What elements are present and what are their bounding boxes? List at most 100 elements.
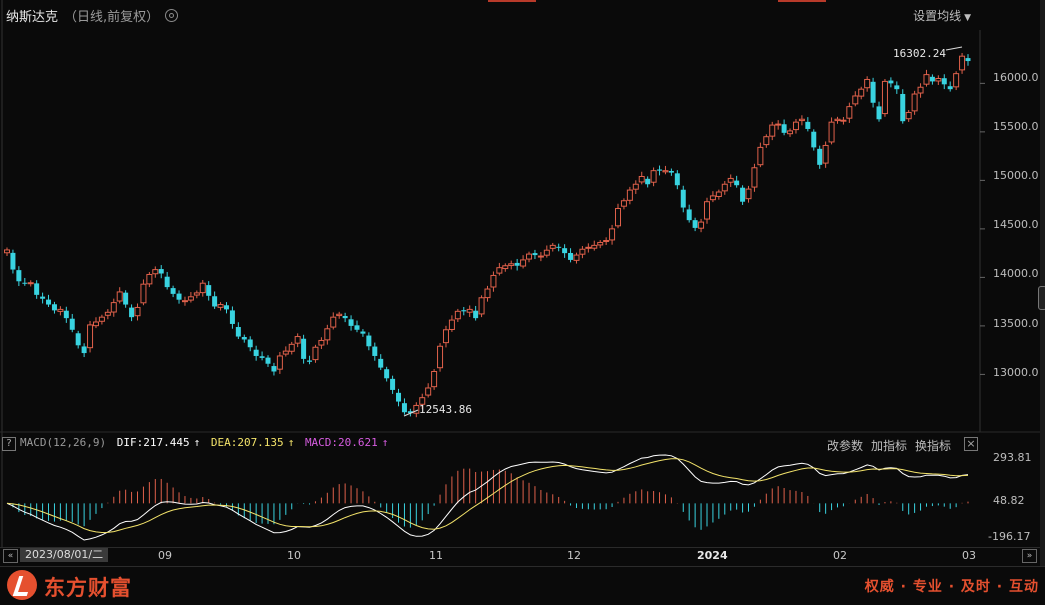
candle [342,312,348,323]
candle-body [888,80,894,84]
candle [336,311,343,319]
candle-body [378,358,384,368]
ma-settings-button[interactable]: 设置均线 ▼ [913,7,971,24]
candle-body [490,274,497,288]
candle [822,141,829,168]
candle-body [751,167,758,188]
candle-body [407,411,413,414]
candle [740,185,746,205]
candle [781,119,787,136]
candle [698,218,705,233]
cursor-date: 2023/08/01/二 [20,548,109,562]
candle [645,176,651,188]
candle-body [532,253,538,256]
candle [57,306,64,316]
candle [27,280,34,287]
candle-body [419,397,426,405]
candle [769,121,776,141]
x-tick: 10 [287,549,301,562]
candle [330,312,337,330]
candle [792,118,799,134]
scroll-right-button[interactable]: » [1022,549,1037,563]
candle [206,281,212,301]
candle-body [288,343,295,352]
candle [40,292,46,304]
candle [22,277,28,286]
high-marker-line [945,46,963,51]
candle-body [526,253,533,260]
expand-panel-handle[interactable] [1038,286,1045,310]
candle-body [454,310,461,320]
candle-body [917,86,924,94]
candle-body [212,296,218,307]
candle [324,324,331,345]
candle [568,248,574,263]
eastmoney-logo [7,570,37,600]
candle-body [615,208,622,227]
candle-body [176,293,182,300]
candle-body [466,308,473,313]
gear-icon[interactable] [165,9,179,22]
candle-body [508,263,515,266]
candle [840,117,847,125]
candle [378,354,384,371]
candle-body [858,88,865,97]
candle [703,197,710,224]
close-icon[interactable]: × [964,437,978,451]
candle [900,89,906,124]
candle [686,204,692,223]
candle [657,165,663,176]
y-tick: 15500.0 [993,120,1039,133]
candle [81,343,87,358]
candle-body [734,180,740,186]
candle [490,271,497,292]
candle-body [965,58,971,62]
candle-body [129,307,135,318]
candle-body [929,76,935,82]
candle-body [537,255,544,258]
candle [425,383,432,398]
candle [935,75,942,85]
candle [864,76,871,92]
candle [34,280,40,299]
scroll-left-button[interactable]: « [3,549,18,563]
candle-body [846,106,853,119]
y-tick: 13000.0 [993,366,1039,379]
candle [164,271,170,290]
candle [123,290,129,308]
candle-body [57,308,64,312]
candle [75,330,81,349]
candle-body [241,337,247,340]
candle-body [715,191,722,197]
edit-params-button[interactable]: 改参数 [827,439,864,453]
candle-body [781,124,787,133]
y-tick: 13500.0 [993,317,1039,330]
candle-body [390,378,396,390]
candle-body [401,403,407,413]
candle [798,115,805,126]
candle-body [603,240,610,243]
candle-body [549,244,556,249]
brand-name: 东方财富 [44,576,132,600]
candle [181,296,188,306]
candle-body [123,292,129,305]
candle [514,258,520,271]
candle-body [721,183,728,192]
candle-body [437,345,444,369]
candle-body [692,220,698,228]
candle-body [822,144,829,164]
candle-body [662,170,669,173]
candle-body [134,306,141,317]
candle-body [140,283,147,304]
candle [615,203,622,229]
candle-body [307,360,313,362]
candle-body [152,269,159,275]
switch-indicator-button[interactable]: 换指标 [915,439,952,453]
candle [247,336,253,352]
candle [846,102,853,123]
candle-body [834,118,841,122]
help-icon[interactable]: ? [2,437,16,451]
add-indicator-button[interactable]: 加指标 [871,439,908,453]
toolbar-accent [488,0,536,2]
